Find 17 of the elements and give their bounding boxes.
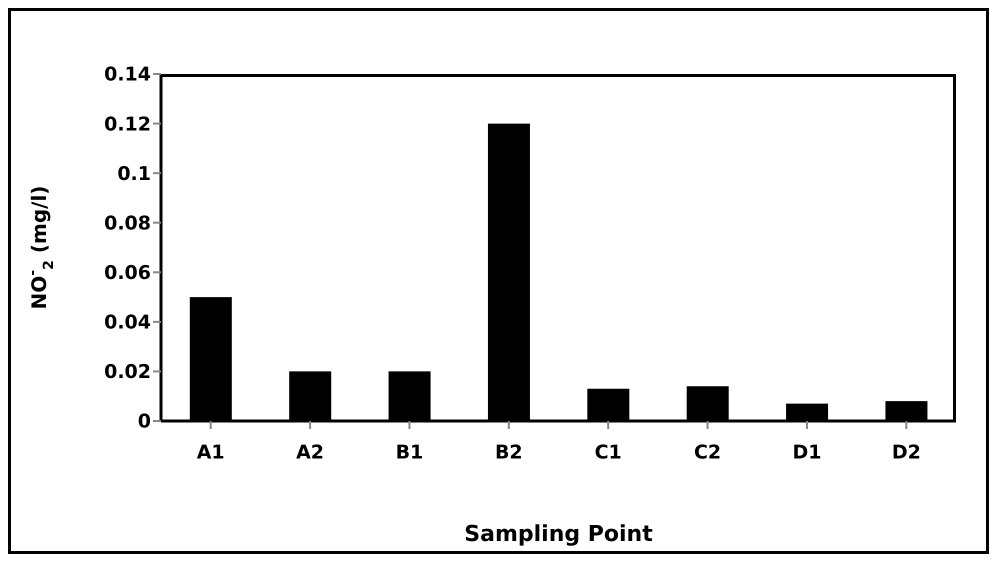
x-tick-label: B1 xyxy=(396,441,424,464)
y-tick-label: 0.1 xyxy=(117,162,151,185)
y-tick-label: 0.12 xyxy=(104,113,151,136)
y-tick-label: 0 xyxy=(138,410,151,433)
x-tick-label: A2 xyxy=(296,441,324,464)
x-tick-label: A1 xyxy=(196,441,225,464)
y-tick-label: 0.06 xyxy=(104,262,151,284)
x-tick-label: D1 xyxy=(792,441,822,464)
x-tick-label: C2 xyxy=(694,441,722,464)
y-tick-label: 0.02 xyxy=(104,361,151,384)
y-tick-label: 0.08 xyxy=(104,212,151,234)
x-axis-title: Sampling Point xyxy=(464,522,654,547)
x-tick-label: C1 xyxy=(594,441,622,464)
x-tick-label: B2 xyxy=(494,441,523,464)
x-tick-label: D2 xyxy=(892,441,921,464)
y-tick-label: 0.14 xyxy=(104,64,151,86)
y-tick-label: 0.04 xyxy=(104,312,151,334)
